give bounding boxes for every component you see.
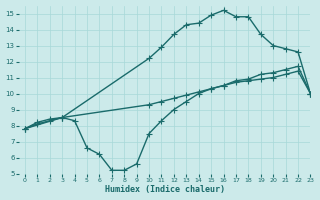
X-axis label: Humidex (Indice chaleur): Humidex (Indice chaleur) [105, 185, 225, 194]
